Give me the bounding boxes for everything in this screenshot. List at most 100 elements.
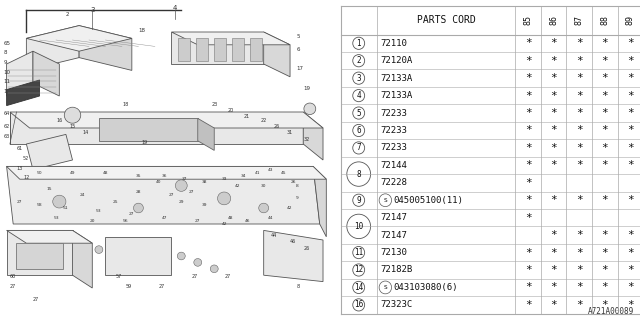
Polygon shape xyxy=(172,32,264,64)
Circle shape xyxy=(353,281,365,293)
Circle shape xyxy=(64,107,81,123)
Circle shape xyxy=(211,265,218,273)
Text: *: * xyxy=(550,143,557,153)
Circle shape xyxy=(353,90,365,102)
Text: 42: 42 xyxy=(287,206,292,210)
Text: 26: 26 xyxy=(291,180,296,184)
Text: 32: 32 xyxy=(303,137,310,142)
Text: 65: 65 xyxy=(3,41,10,46)
Text: 46: 46 xyxy=(290,239,296,244)
Bar xyxy=(214,38,226,61)
Text: *: * xyxy=(602,143,608,153)
Text: 72233: 72233 xyxy=(380,143,407,152)
Text: 6: 6 xyxy=(356,126,361,135)
Text: 31: 31 xyxy=(287,131,293,135)
Circle shape xyxy=(95,246,103,253)
Text: *: * xyxy=(550,73,557,83)
Text: 72233: 72233 xyxy=(380,126,407,135)
Text: 27: 27 xyxy=(191,274,197,279)
Text: *: * xyxy=(576,56,582,66)
Polygon shape xyxy=(6,166,320,224)
Text: *: * xyxy=(627,300,634,310)
Text: 58: 58 xyxy=(36,203,42,207)
Text: *: * xyxy=(525,73,531,83)
Text: 87: 87 xyxy=(575,15,584,26)
Text: PARTS CORD: PARTS CORD xyxy=(417,15,476,26)
Polygon shape xyxy=(72,230,92,288)
Text: *: * xyxy=(627,230,634,240)
Polygon shape xyxy=(106,237,172,275)
Text: 29: 29 xyxy=(179,200,184,204)
Text: *: * xyxy=(576,195,582,205)
Text: 8: 8 xyxy=(297,284,300,289)
Polygon shape xyxy=(6,166,326,179)
Text: *: * xyxy=(550,108,557,118)
Text: 43: 43 xyxy=(268,168,273,172)
Text: 49: 49 xyxy=(70,171,76,175)
Polygon shape xyxy=(10,112,303,144)
Text: 36: 36 xyxy=(162,174,168,178)
Text: 27: 27 xyxy=(10,284,16,289)
Polygon shape xyxy=(99,118,198,141)
Text: *: * xyxy=(550,248,557,258)
Text: 043103080(6): 043103080(6) xyxy=(394,283,458,292)
Text: S: S xyxy=(383,285,387,290)
Text: *: * xyxy=(602,230,608,240)
Text: 72120A: 72120A xyxy=(380,56,413,65)
Circle shape xyxy=(175,180,188,191)
Text: 4: 4 xyxy=(173,5,177,11)
Text: 5: 5 xyxy=(297,34,300,39)
Bar xyxy=(196,38,207,61)
Text: 52: 52 xyxy=(23,156,29,161)
Text: *: * xyxy=(627,125,634,135)
Text: 72130: 72130 xyxy=(380,248,407,257)
Text: 72233: 72233 xyxy=(380,108,407,117)
Text: 22: 22 xyxy=(260,117,267,123)
Text: *: * xyxy=(576,160,582,170)
Text: *: * xyxy=(627,283,634,292)
Circle shape xyxy=(347,162,371,186)
Text: 18: 18 xyxy=(122,101,129,107)
Text: 86: 86 xyxy=(549,15,558,26)
Text: 24: 24 xyxy=(79,193,85,197)
Text: *: * xyxy=(627,143,634,153)
Text: 11: 11 xyxy=(3,79,10,84)
Text: *: * xyxy=(602,108,608,118)
Circle shape xyxy=(177,252,185,260)
Text: 3: 3 xyxy=(356,74,361,83)
Text: 27: 27 xyxy=(17,200,22,204)
Text: 28: 28 xyxy=(136,190,141,194)
Circle shape xyxy=(353,107,365,119)
Text: *: * xyxy=(525,213,531,223)
Text: 48: 48 xyxy=(103,171,108,175)
Text: *: * xyxy=(576,38,582,48)
Text: 72133A: 72133A xyxy=(380,74,413,83)
Polygon shape xyxy=(6,230,72,275)
Text: *: * xyxy=(602,265,608,275)
Text: 59: 59 xyxy=(125,284,131,289)
Bar xyxy=(178,38,189,61)
Text: 30: 30 xyxy=(261,184,266,188)
Text: 27: 27 xyxy=(158,284,164,289)
Circle shape xyxy=(304,103,316,115)
Text: 72182B: 72182B xyxy=(380,266,413,275)
Circle shape xyxy=(379,194,392,207)
Text: 37: 37 xyxy=(182,177,188,181)
Text: 64: 64 xyxy=(3,111,10,116)
Text: *: * xyxy=(576,248,582,258)
Text: *: * xyxy=(627,38,634,48)
Text: 40: 40 xyxy=(156,180,161,184)
Text: 12: 12 xyxy=(23,175,29,180)
Text: 27: 27 xyxy=(224,274,230,279)
Text: *: * xyxy=(627,91,634,100)
Circle shape xyxy=(353,37,365,49)
Bar xyxy=(250,38,262,61)
Text: 42: 42 xyxy=(221,222,227,226)
Text: 9: 9 xyxy=(295,196,298,200)
Circle shape xyxy=(379,281,392,294)
Text: *: * xyxy=(576,125,582,135)
Text: 19: 19 xyxy=(142,140,148,145)
Polygon shape xyxy=(313,166,326,237)
Polygon shape xyxy=(6,230,92,243)
Text: 63: 63 xyxy=(3,134,10,139)
